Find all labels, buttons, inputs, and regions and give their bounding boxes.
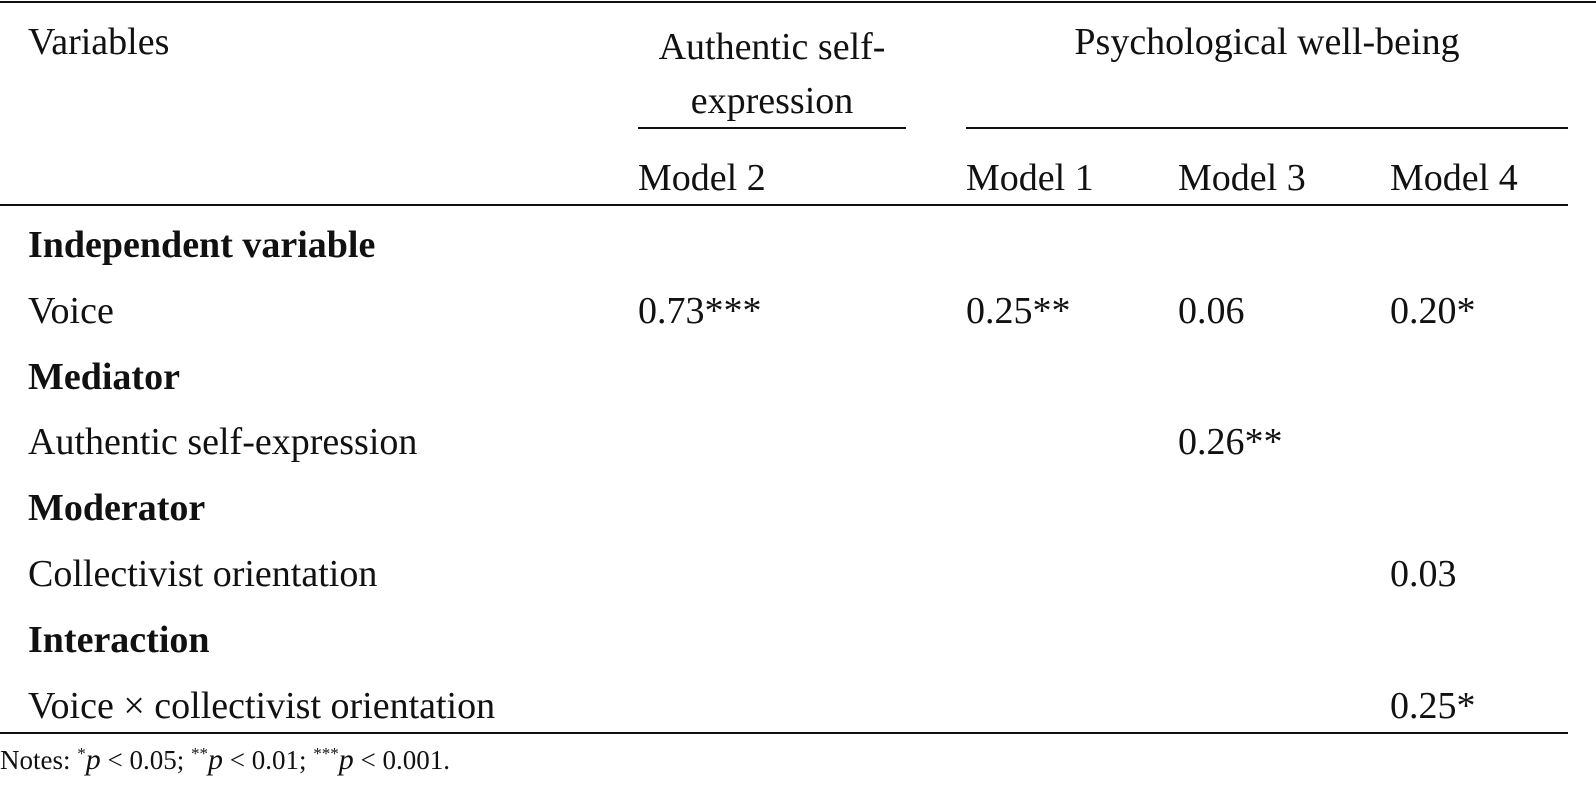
note-stars: * xyxy=(77,744,86,763)
table-notes: Notes: *p < 0.05; **p < 0.01; ***p < 0.0… xyxy=(0,742,450,778)
group-header: Psychological well-being xyxy=(1074,21,1460,63)
table-cell: 0.26** xyxy=(1178,421,1283,464)
note-p: p xyxy=(338,743,354,776)
group-rule xyxy=(966,127,1568,129)
table-cell: 0.25* xyxy=(1390,684,1476,727)
header-cell: Model 3 xyxy=(1178,157,1306,199)
bottom-rule xyxy=(0,732,1568,734)
section-label: Independent variable xyxy=(28,224,376,266)
section-label: Interaction xyxy=(28,618,210,661)
notes-label: Notes: xyxy=(0,745,71,775)
row-label: Voice xyxy=(28,289,114,332)
note-p: p xyxy=(207,743,223,776)
row-label: Collectivist orientation xyxy=(28,553,378,595)
row-label: Authentic self-expression xyxy=(28,421,418,464)
header-cell: Model 4 xyxy=(1390,157,1518,199)
group-rule xyxy=(638,127,906,129)
header-cell: Model 1 xyxy=(966,157,1094,199)
table-cell: 0.06 xyxy=(1178,289,1245,332)
group-header: Authentic self-expression xyxy=(658,26,886,122)
header-cell: Variables xyxy=(28,21,170,63)
note-text: < 0.05; xyxy=(107,745,185,775)
table-cell: 0.73*** xyxy=(638,289,762,332)
section-label: Moderator xyxy=(28,487,206,530)
note-text: < 0.01; xyxy=(229,745,307,775)
section-label: Mediator xyxy=(28,355,180,398)
note-stars: *** xyxy=(313,744,339,763)
note-text: < 0.001. xyxy=(360,745,450,775)
header-cell: Model 2 xyxy=(638,157,766,199)
header-rule xyxy=(0,204,1568,206)
table-cell: 0.20* xyxy=(1390,289,1476,332)
table-cell: 0.25** xyxy=(966,289,1071,332)
row-label: Voice × collectivist orientation xyxy=(28,684,496,727)
note-stars: ** xyxy=(190,744,208,763)
top-rule xyxy=(0,1,1596,3)
table-cell: 0.03 xyxy=(1390,553,1457,595)
note-p: p xyxy=(85,743,101,776)
